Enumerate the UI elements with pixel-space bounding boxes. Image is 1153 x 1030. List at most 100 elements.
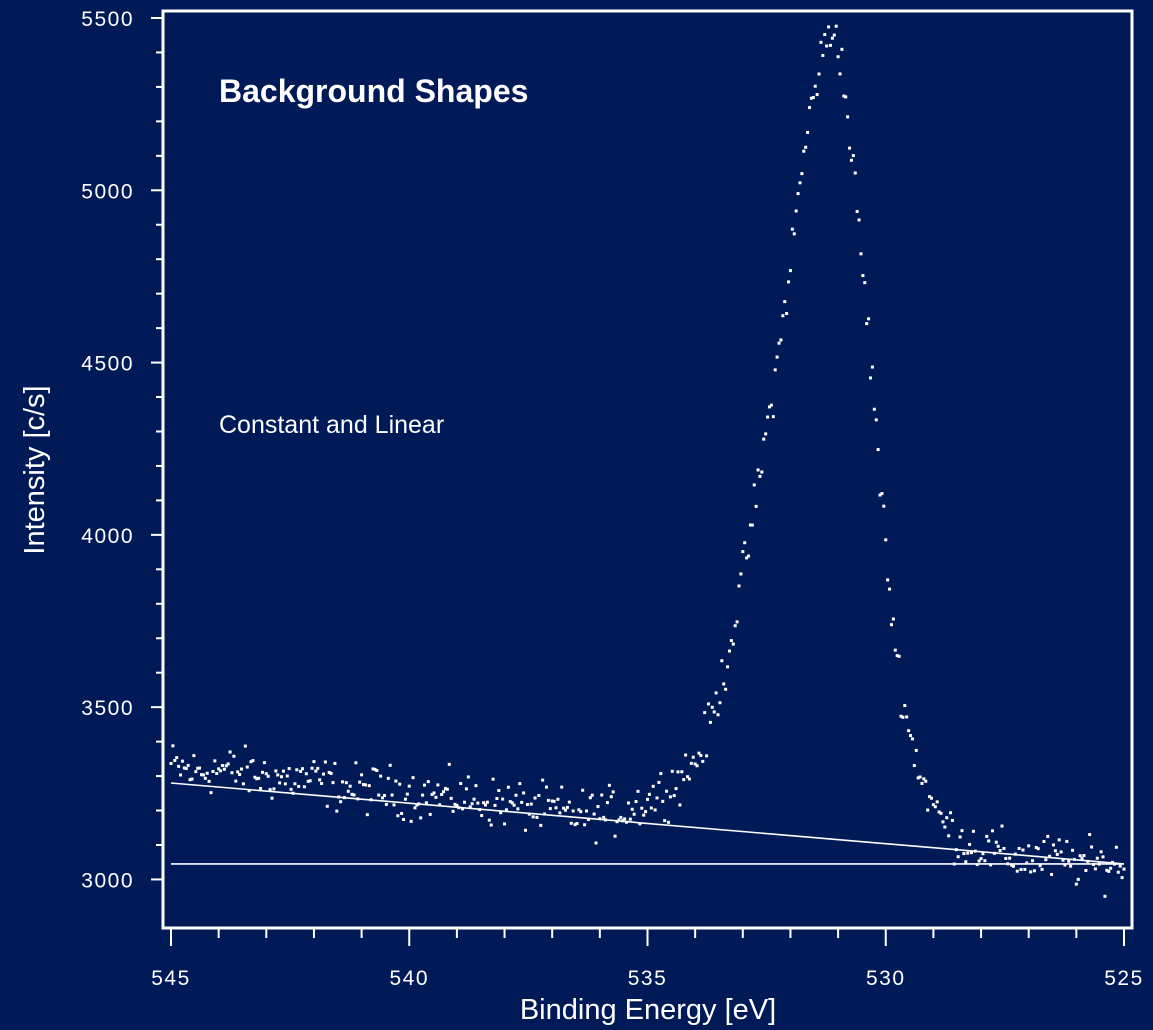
data-point [1103, 894, 1107, 898]
data-point [1093, 867, 1097, 871]
y-tick-label: 3000 [81, 869, 134, 892]
data-point [697, 751, 701, 755]
data-point [331, 781, 335, 785]
data-point [565, 805, 569, 809]
data-point [985, 834, 989, 838]
data-point [289, 787, 293, 791]
data-point [785, 312, 789, 316]
data-point [369, 798, 373, 802]
data-point [783, 300, 787, 304]
data-point [615, 820, 619, 824]
x-tick-label: 530 [866, 967, 906, 990]
data-point [983, 859, 987, 863]
data-point [769, 403, 773, 407]
data-point [623, 817, 627, 821]
data-point [238, 772, 242, 776]
data-point [354, 761, 358, 765]
data-point [910, 737, 914, 741]
data-point [527, 812, 531, 816]
data-point [823, 33, 827, 37]
data-point [720, 659, 724, 663]
data-point [767, 405, 771, 409]
data-point [203, 776, 207, 780]
data-point [958, 835, 962, 839]
data-point [285, 774, 289, 778]
data-point [301, 767, 305, 771]
data-point [243, 744, 247, 748]
data-point [1027, 844, 1031, 848]
data-point [583, 823, 587, 827]
data-point [594, 841, 598, 845]
data-point [259, 786, 263, 790]
data-point [188, 778, 192, 782]
data-point [970, 851, 974, 855]
chart-subtitle: Constant and Linear [219, 411, 444, 439]
data-point [180, 759, 184, 763]
data-point [577, 808, 581, 812]
data-point [407, 784, 411, 788]
data-point [1034, 846, 1038, 850]
data-point [1065, 839, 1069, 843]
data-point [321, 772, 325, 776]
data-point [1042, 839, 1046, 843]
data-point [362, 783, 366, 787]
data-point [947, 834, 951, 838]
data-point [291, 791, 295, 795]
data-point [611, 790, 615, 794]
data-point [257, 776, 261, 780]
data-point [552, 799, 556, 803]
data-point [758, 474, 762, 478]
data-point [329, 771, 333, 775]
data-point [926, 808, 930, 812]
data-point [247, 789, 251, 793]
data-point [651, 784, 655, 788]
data-point [493, 803, 497, 807]
data-point [1112, 862, 1116, 866]
data-point [306, 779, 310, 783]
data-point [482, 801, 486, 805]
data-point [625, 820, 629, 824]
data-point [373, 767, 377, 771]
data-point [335, 809, 339, 813]
data-point [249, 760, 253, 764]
data-point [724, 687, 728, 691]
data-point [278, 781, 282, 785]
data-point [1013, 852, 1017, 856]
data-point [731, 642, 735, 646]
data-point [825, 44, 829, 48]
data-point [394, 779, 398, 783]
data-point [171, 744, 175, 748]
data-point [485, 800, 489, 804]
data-point [853, 171, 857, 175]
data-point [177, 764, 181, 768]
data-point [476, 801, 480, 805]
data-point [264, 772, 268, 776]
data-point [604, 818, 608, 822]
data-point [642, 813, 646, 817]
data-point [506, 785, 510, 789]
data-point [562, 806, 566, 810]
data-point [426, 780, 430, 784]
data-point [605, 801, 609, 805]
data-point [217, 767, 221, 771]
data-point [396, 814, 400, 818]
data-point [899, 714, 903, 718]
data-point [815, 93, 819, 97]
data-point [602, 815, 606, 819]
data-point [876, 448, 880, 452]
data-point [245, 765, 249, 769]
x-tick-label: 525 [1104, 967, 1144, 990]
data-point [512, 803, 516, 807]
data-point [916, 776, 920, 780]
data-point [1120, 876, 1124, 880]
data-point [918, 775, 922, 779]
x-axis: 545 540 535 530 525 [151, 928, 1144, 990]
data-point [655, 796, 659, 800]
data-point [922, 777, 926, 781]
data-point [304, 772, 308, 776]
data-point [262, 761, 266, 765]
data-point [691, 755, 695, 759]
data-point [981, 852, 985, 856]
data-point [1109, 866, 1113, 870]
data-point [337, 795, 341, 799]
